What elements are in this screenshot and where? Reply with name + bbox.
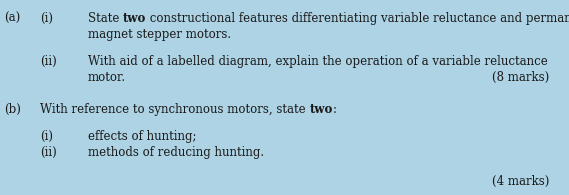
Text: two: two [310,103,333,116]
Text: (i): (i) [40,130,53,143]
Text: (i): (i) [40,12,53,25]
Text: (ii): (ii) [40,146,57,159]
Text: magnet stepper motors.: magnet stepper motors. [88,28,231,41]
Text: motor.: motor. [88,71,126,84]
Text: effects of hunting;: effects of hunting; [88,130,196,143]
Text: (a): (a) [4,12,20,25]
Text: (4 marks): (4 marks) [492,175,549,188]
Text: (b): (b) [4,103,21,116]
Text: With reference to synchronous motors, state: With reference to synchronous motors, st… [40,103,310,116]
Text: methods of reducing hunting.: methods of reducing hunting. [88,146,264,159]
Text: two: two [123,12,146,25]
Text: (ii): (ii) [40,55,57,68]
Text: constructional features differentiating variable reluctance and permanent: constructional features differentiating … [146,12,569,25]
Text: State: State [88,12,123,25]
Text: With aid of a labelled diagram, explain the operation of a variable reluctance: With aid of a labelled diagram, explain … [88,55,548,68]
Text: :: : [333,103,337,116]
Text: (8 marks): (8 marks) [492,71,549,84]
